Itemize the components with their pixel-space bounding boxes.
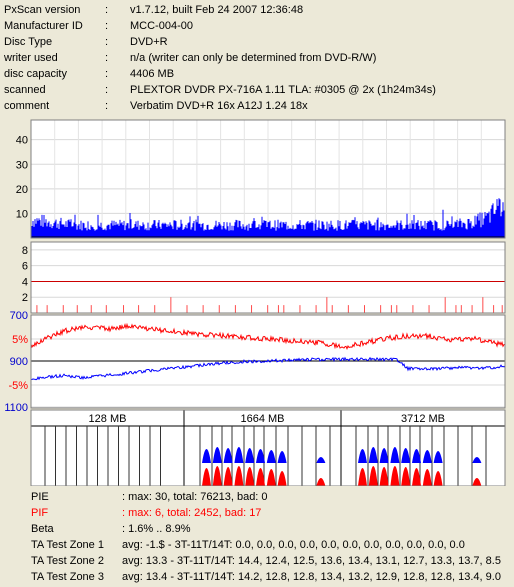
ta-zone2-pif-peak: [223, 467, 233, 486]
summary-value: : 1.6% .. 8.9%: [122, 523, 191, 535]
summary-key: TA Test Zone 1: [31, 539, 104, 551]
ta-zone3-pie-peak: [358, 449, 367, 463]
header-colon: :: [105, 100, 109, 112]
ta-zone2-pie-peak: [245, 448, 255, 463]
header-key: scanned: [4, 84, 46, 96]
ta-zone2-pie-peak: [277, 451, 287, 463]
ta-zone3-pie-peak: [472, 457, 482, 463]
summary-key: TA Test Zone 2: [31, 555, 104, 567]
header-colon: :: [105, 20, 109, 32]
pie-tick-label: 30: [16, 159, 28, 171]
header-key: Manufacturer ID: [4, 20, 83, 32]
ta-zone2-pie-peak: [202, 449, 211, 463]
scan-plots: 40 30 20 10 8 6 4 2 700 5% 900 -5% 1100 128 MB 1664 MB…: [4, 119, 506, 486]
ta-zone3-pif-peak: [401, 467, 411, 486]
beta-series: [30, 322, 506, 351]
header-key: Disc Type: [4, 36, 53, 48]
header-key: comment: [4, 100, 50, 112]
beta-frame: [30, 314, 506, 409]
pie-tick-label: 40: [16, 135, 28, 147]
beta-tick-label: 1100: [4, 402, 28, 414]
beta-tick-label: -5%: [8, 380, 28, 392]
header-key: PxScan version: [4, 4, 81, 16]
pie-frame: [30, 119, 506, 239]
header-colon: :: [105, 68, 109, 80]
summary-key: TA Test Zone 3: [31, 571, 104, 583]
pie-tick-label: 20: [16, 184, 28, 196]
ta-zone3-pie-peak: [390, 447, 400, 463]
header-value: Verbatim DVD+R 16x A12J 1.24 18x: [130, 100, 308, 112]
ta-zone3-pif-peak: [433, 471, 443, 486]
ta-zone3-pif-peak: [412, 468, 421, 486]
summary-value: : max: 30, total: 76213, bad: 0: [122, 491, 268, 503]
ta-zone2-pie-peak: [223, 448, 233, 463]
ta-zone2-pif-peak: [212, 466, 222, 486]
ta-zone3-pie-peak: [433, 451, 443, 463]
header-value: MCC-004-00: [130, 20, 193, 32]
ta-zone3-pie-peak: [412, 449, 421, 463]
ta-frame: [30, 409, 506, 486]
ta-zone2-pie-peak: [212, 447, 222, 463]
ta-zone2-pif-peak: [234, 466, 244, 486]
ta-zone2-pie-peak: [316, 457, 326, 463]
ta-zone3-pie-peak: [379, 448, 389, 463]
ta-zone3-pif-peak: [390, 466, 400, 486]
header-value: v1.7.12, built Feb 24 2007 12:36:48: [130, 4, 304, 16]
ta-zone2-pie-peak: [256, 449, 265, 463]
ta-zone3-pif-peak: [379, 467, 389, 486]
ta-zone2-pif-peak: [266, 469, 276, 486]
pif-tick-label: 4: [22, 276, 28, 288]
ta-zone2-pif-peak: [277, 471, 287, 486]
ta-column-label: 128 MB: [89, 413, 127, 425]
beta-tick-label: 900: [10, 356, 28, 368]
ta-zone2-pif-peak: [256, 468, 265, 486]
header-colon: :: [105, 52, 109, 64]
summary-value: avg: -1.$ - 3T-11T/14T: 0.0, 0.0, 0.0, 0…: [122, 539, 465, 551]
ta-zone3-pie-peak: [422, 450, 432, 463]
beta-tick-label: 5%: [12, 334, 28, 346]
ta-zone2-pie-peak: [266, 450, 276, 463]
header-colon: :: [105, 84, 109, 96]
header-colon: :: [105, 36, 109, 48]
pif-tick-label: 6: [22, 261, 28, 273]
ta-zone3-pif-peak: [368, 466, 378, 486]
header-value: PLEXTOR DVDR PX-716A 1.11 TLA: #0305 @ 2…: [130, 84, 436, 96]
ta-zone2-pie-peak: [234, 447, 244, 463]
pif-tick-label: 2: [22, 292, 28, 304]
pif-tick-label: 8: [22, 245, 28, 257]
header-key: writer used: [4, 52, 58, 64]
summary-key: Beta: [31, 523, 54, 535]
summary-key: PIF: [31, 507, 49, 519]
ta-zone3-pif-peak: [422, 469, 432, 486]
jitter-series: [30, 356, 506, 381]
ta-zone2-pif-peak: [202, 468, 211, 486]
ta-column-label: 1664 MB: [240, 413, 284, 425]
summary-value: avg: 13.3 - 3T-11T/14T: 14.4, 12.4, 12.5…: [122, 555, 501, 567]
ta-zone3-pif-peak: [472, 478, 482, 486]
header-value: DVD+R: [130, 36, 168, 48]
header-value: 4406 MB: [130, 68, 175, 80]
pie-tick-label: 10: [16, 208, 28, 220]
header-key: disc capacity: [4, 68, 67, 80]
summary-key: PIE: [31, 491, 49, 503]
ta-zone2-pif-peak: [245, 467, 255, 486]
ta-zone3-pif-peak: [358, 468, 367, 486]
pif-plot-area: [31, 242, 505, 313]
ta-zone3-pie-peak: [368, 447, 378, 463]
beta-tick-label: 700: [10, 310, 28, 322]
ta-column-label: 3712 MB: [401, 413, 445, 425]
header-colon: :: [105, 4, 109, 16]
ta-zone2-pif-peak: [316, 478, 326, 486]
ta-zone3-pie-peak: [401, 448, 411, 463]
header-value: n/a (writer can only be determined from …: [130, 52, 377, 64]
summary-value: : max: 6, total: 2452, bad: 17: [122, 507, 262, 519]
pif-frame: [30, 241, 506, 314]
summary-value: avg: 13.4 - 3T-11T/14T: 14.2, 12.8, 12.8…: [122, 571, 501, 583]
